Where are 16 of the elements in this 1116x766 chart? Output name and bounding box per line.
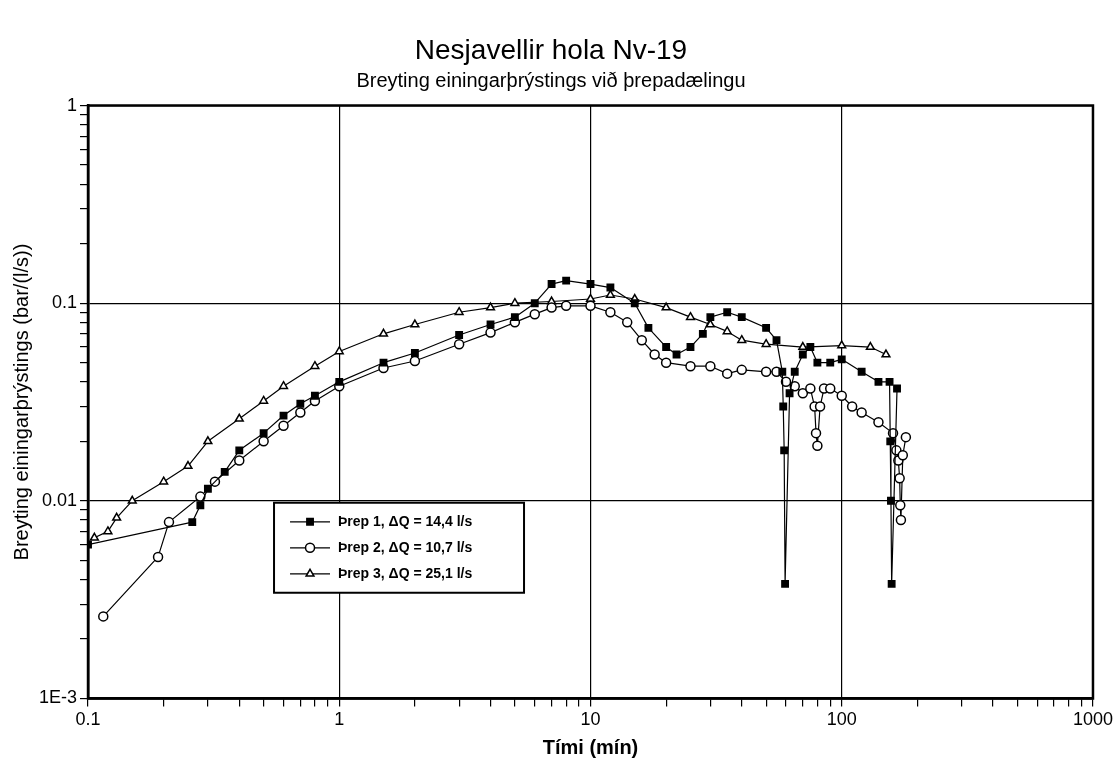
x-tick-label: 10 (580, 709, 601, 730)
y-tick-label: 0.01 (41, 489, 78, 510)
x-axis-title: Tími (mín) (542, 735, 639, 758)
legend-label: Þrep 1, ΔQ = 14,4 l/s (338, 512, 473, 529)
x-tick-label: 0.1 (75, 709, 101, 730)
x-tick-label: 1000 (1072, 709, 1113, 730)
x-tick-label: 100 (826, 709, 857, 730)
x-tick-label: 1 (334, 709, 345, 730)
y-tick-label: 0.1 (51, 292, 78, 313)
y-axis-title: Breyting einingarþrýstings (bar/(l/s)) (9, 243, 32, 561)
legend-label: Þrep 3, ΔQ = 25,1 l/s (338, 564, 473, 581)
chart-subtitle: Breyting einingarþrýstings við þrepadælingu (356, 69, 746, 92)
y-tick-label: 1E-3 (38, 687, 78, 708)
chart-title: Nesjavellir hola Nv-19 (414, 33, 688, 65)
y-tick-label: 1 (67, 94, 78, 115)
legend-label: Þrep 2, ΔQ = 10,7 l/s (338, 538, 473, 555)
